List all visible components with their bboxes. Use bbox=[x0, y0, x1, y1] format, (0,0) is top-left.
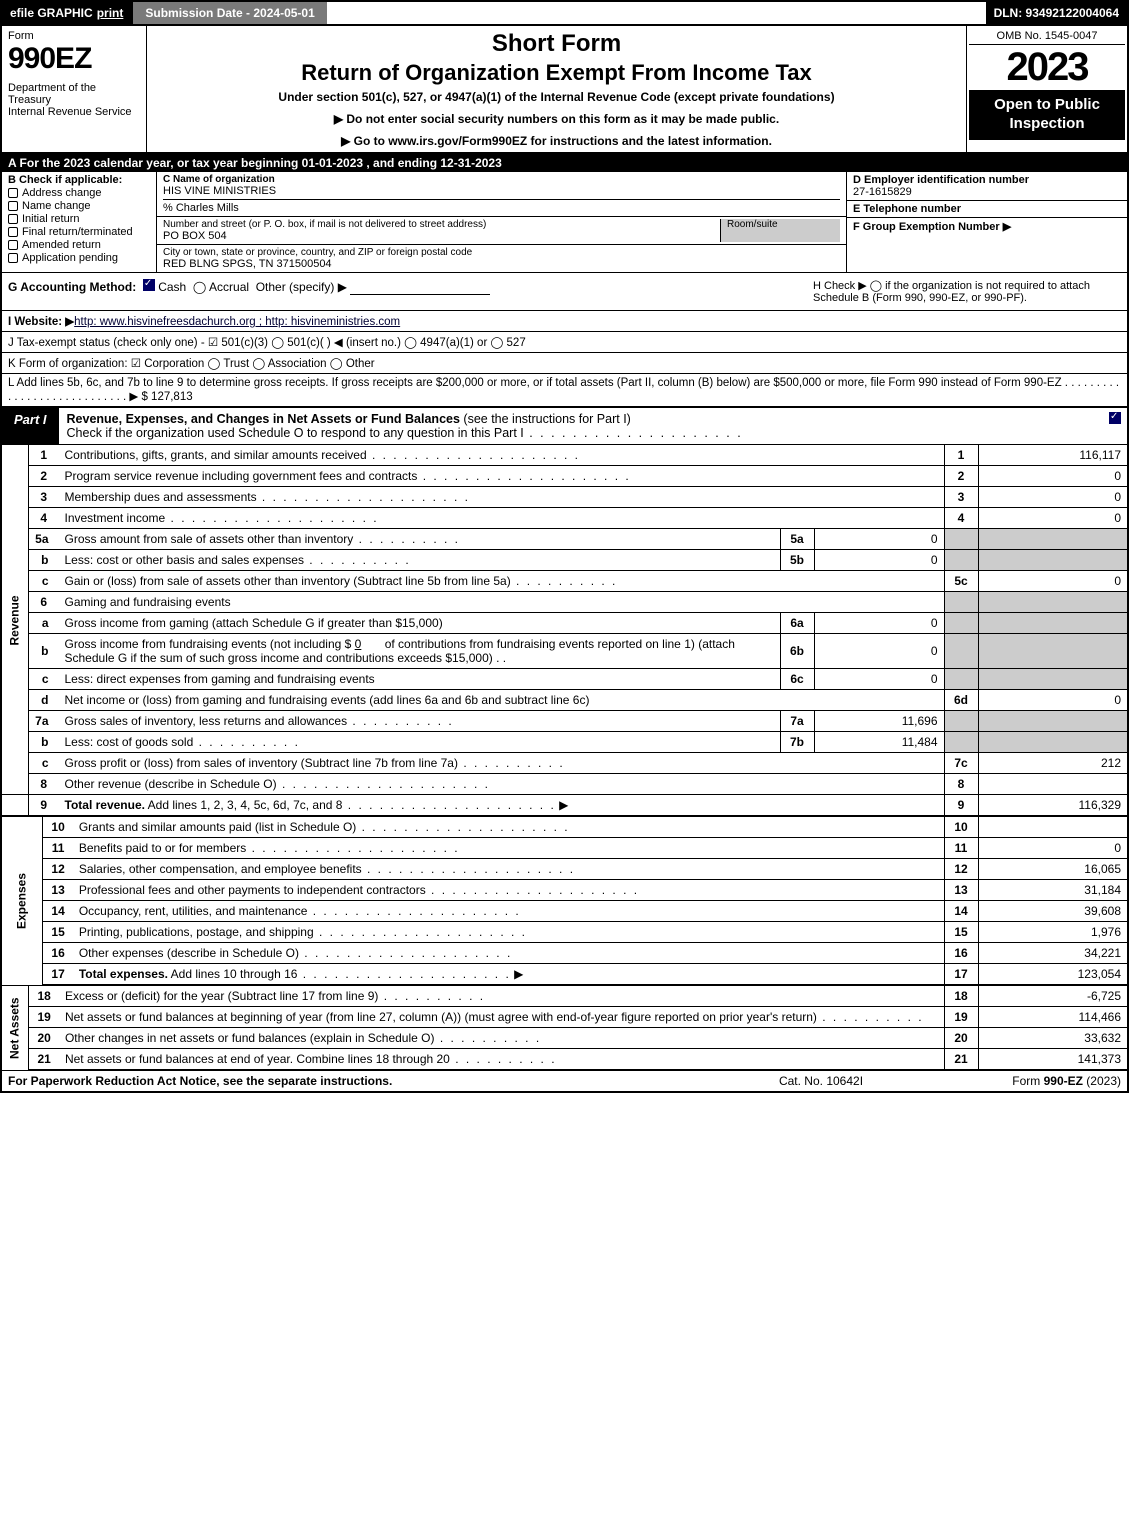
block-bcdef: B Check if applicable: Address change Na… bbox=[0, 172, 1129, 273]
efile-graphic: efile GRAPHIC print bbox=[2, 2, 131, 24]
lbl-addr: Address change bbox=[22, 187, 102, 199]
d-value: 27-1615829 bbox=[853, 186, 1121, 198]
col-def: D Employer identification number 27-1615… bbox=[847, 172, 1127, 272]
lbl-name: Name change bbox=[22, 200, 91, 212]
dln: DLN: 93492122004064 bbox=[986, 2, 1127, 24]
f-group: F Group Exemption Number ▶ bbox=[847, 218, 1127, 235]
other-spec-line[interactable] bbox=[350, 280, 490, 295]
lbl-other: Other (specify) ▶ bbox=[256, 280, 347, 294]
d-ein: D Employer identification number 27-1615… bbox=[847, 172, 1127, 201]
chk-name-change[interactable] bbox=[8, 201, 18, 211]
ln1-val: 116,117 bbox=[978, 445, 1128, 466]
form-header: Form 990EZ Department of the Treasury In… bbox=[0, 26, 1129, 154]
org-name: HIS VINE MINISTRIES bbox=[163, 185, 840, 197]
lbl-app: Application pending bbox=[22, 252, 118, 264]
efile-label: efile GRAPHIC bbox=[10, 6, 93, 20]
vlabel-revenue: Revenue bbox=[1, 445, 29, 795]
tax-year: 2023 bbox=[969, 45, 1125, 90]
dept: Department of the Treasury Internal Reve… bbox=[8, 82, 140, 118]
lbl-accrual: Accrual bbox=[209, 280, 249, 294]
chk-final-return[interactable] bbox=[8, 227, 18, 237]
g-accounting: G Accounting Method: Cash ◯ Accrual Othe… bbox=[2, 273, 807, 310]
form-label: Form bbox=[8, 30, 140, 42]
website-link[interactable]: I Website: ▶http: www.hisvinefreesdachur… bbox=[74, 316, 400, 328]
revenue-table: Revenue 1 Contributions, gifts, grants, … bbox=[0, 445, 1129, 817]
ln1-col: 1 bbox=[944, 445, 978, 466]
chk-address-change[interactable] bbox=[8, 188, 18, 198]
b-label: B Check if applicable: bbox=[8, 174, 150, 186]
section-a: A For the 2023 calendar year, or tax yea… bbox=[0, 154, 1129, 172]
h-schedule-b: H Check ▶ ◯ if the organization is not r… bbox=[807, 273, 1127, 310]
netassets-table: Net Assets 18 Excess or (deficit) for th… bbox=[0, 986, 1129, 1071]
care-of: % Charles Mills bbox=[163, 199, 840, 214]
g-label: G Accounting Method: bbox=[8, 280, 136, 294]
part1-tab: Part I bbox=[2, 408, 59, 444]
col-c: C Name of organization HIS VINE MINISTRI… bbox=[157, 172, 847, 272]
chk-initial-return[interactable] bbox=[8, 214, 18, 224]
instr-goto: ▶ Go to www.irs.gov/Form990EZ for instru… bbox=[155, 134, 958, 148]
instr-goto-text[interactable]: ▶ Go to www.irs.gov/Form990EZ for instru… bbox=[341, 134, 772, 148]
instr-no-ssn: ▶ Do not enter social security numbers o… bbox=[155, 112, 958, 126]
chk-cash[interactable] bbox=[143, 279, 155, 291]
form-number: 990EZ bbox=[8, 42, 140, 76]
row-j-tax-exempt: J Tax-exempt status (check only one) - ☑… bbox=[0, 332, 1129, 353]
submission-date: Submission Date - 2024-05-01 bbox=[131, 2, 326, 24]
lbl-final: Final return/terminated bbox=[22, 226, 133, 238]
chk-app-pending[interactable] bbox=[8, 253, 18, 263]
header-center: Short Form Return of Organization Exempt… bbox=[147, 26, 967, 152]
part1-check-text: Check if the organization used Schedule … bbox=[67, 426, 524, 440]
ln1-desc: Contributions, gifts, grants, and simila… bbox=[59, 445, 945, 466]
header-left: Form 990EZ Department of the Treasury In… bbox=[2, 26, 147, 152]
short-form-title: Short Form bbox=[155, 30, 958, 58]
ln1-num: 1 bbox=[29, 445, 59, 466]
footer-form: Form 990-EZ (2023) bbox=[921, 1074, 1121, 1088]
e-label: E Telephone number bbox=[853, 203, 1121, 215]
row-k-form-org: K Form of organization: ☑ Corporation ◯ … bbox=[0, 353, 1129, 374]
row-l-gross-receipts: L Add lines 5b, 6c, and 7b to line 9 to … bbox=[0, 374, 1129, 408]
header-right: OMB No. 1545-0047 2023 Open to Public In… bbox=[967, 26, 1127, 152]
row-g-h: G Accounting Method: Cash ◯ Accrual Othe… bbox=[0, 273, 1129, 311]
f-label: F Group Exemption Number ▶ bbox=[853, 221, 1011, 233]
omb-number: OMB No. 1545-0047 bbox=[969, 28, 1125, 45]
room-suite: Room/suite bbox=[720, 219, 840, 242]
e-phone: E Telephone number bbox=[847, 201, 1127, 218]
open-to-public: Open to Public Inspection bbox=[969, 90, 1125, 140]
top-bar: efile GRAPHIC print Submission Date - 20… bbox=[0, 0, 1129, 26]
city: RED BLNG SPGS, TN 371500504 bbox=[163, 258, 840, 270]
part1-desc-rest: (see the instructions for Part I) bbox=[460, 412, 631, 426]
lbl-amend: Amended return bbox=[22, 239, 101, 251]
street-label: Number and street (or P. O. box, if mail… bbox=[163, 219, 720, 230]
chk-amended[interactable] bbox=[8, 240, 18, 250]
vlabel-netassets: Net Assets bbox=[1, 986, 29, 1070]
c-label: C Name of organization bbox=[163, 174, 840, 185]
street: PO BOX 504 bbox=[163, 230, 720, 242]
row-i-website: I Website: ▶I Website: ▶http: www.hisvin… bbox=[0, 311, 1129, 332]
vlabel-expenses: Expenses bbox=[1, 817, 43, 985]
lbl-cash: Cash bbox=[158, 280, 186, 294]
part1-desc-bold: Revenue, Expenses, and Changes in Net As… bbox=[67, 412, 460, 426]
part1-header: Part I Revenue, Expenses, and Changes in… bbox=[0, 408, 1129, 445]
topbar-spacer bbox=[327, 2, 986, 24]
city-label: City or town, state or province, country… bbox=[163, 247, 840, 258]
d-label: D Employer identification number bbox=[853, 174, 1121, 186]
expenses-table: Expenses 10 Grants and similar amounts p… bbox=[0, 817, 1129, 986]
col-b: B Check if applicable: Address change Na… bbox=[2, 172, 157, 272]
part1-desc: Revenue, Expenses, and Changes in Net As… bbox=[59, 408, 1103, 444]
lbl-init: Initial return bbox=[22, 213, 79, 225]
part1-check-box[interactable] bbox=[1103, 408, 1127, 444]
footer-cat: Cat. No. 10642I bbox=[721, 1074, 921, 1088]
print-link[interactable]: print bbox=[97, 6, 124, 20]
page-footer: For Paperwork Reduction Act Notice, see … bbox=[0, 1071, 1129, 1093]
footer-left: For Paperwork Reduction Act Notice, see … bbox=[8, 1074, 721, 1088]
return-title: Return of Organization Exempt From Incom… bbox=[155, 60, 958, 86]
subtitle: Under section 501(c), 527, or 4947(a)(1)… bbox=[155, 90, 958, 104]
